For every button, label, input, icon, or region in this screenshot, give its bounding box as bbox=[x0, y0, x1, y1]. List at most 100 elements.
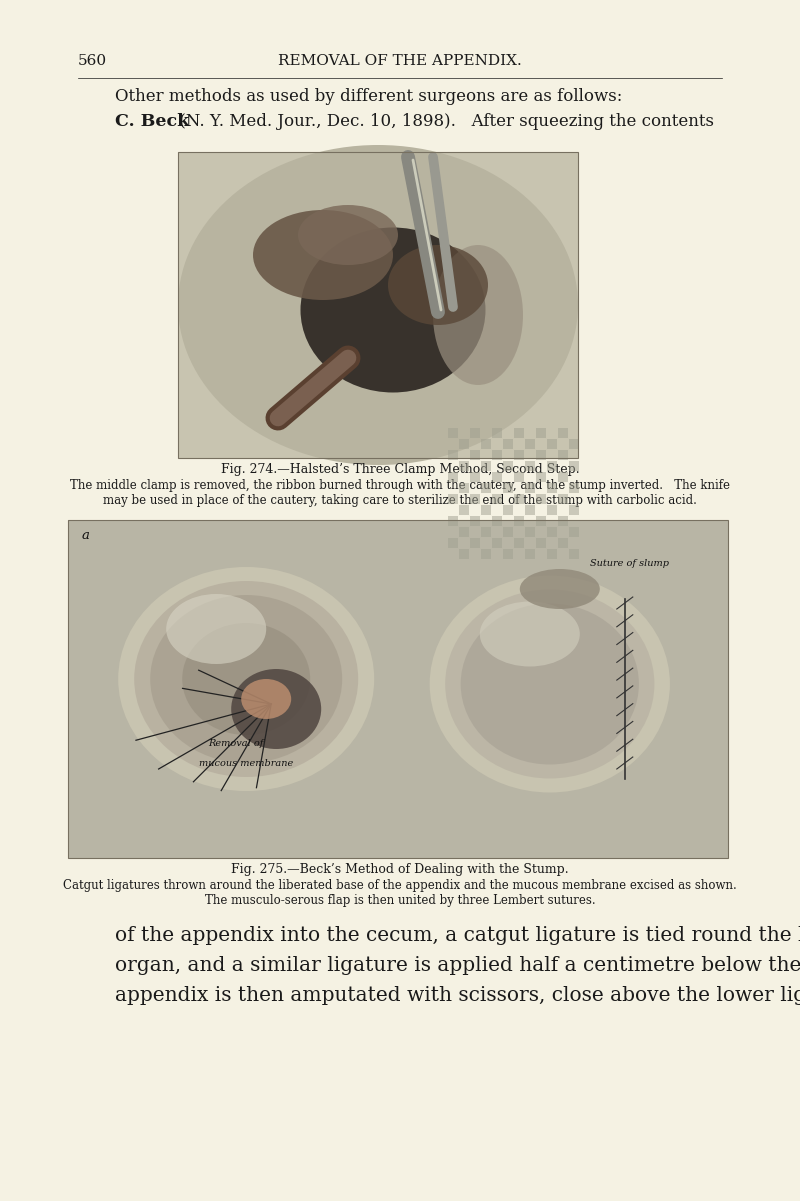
Text: organ, and a similar ligature is applied half a centimetre below the first.   Th: organ, and a similar ligature is applied… bbox=[115, 956, 800, 975]
Bar bbox=[503, 549, 513, 558]
Ellipse shape bbox=[480, 602, 580, 667]
Ellipse shape bbox=[231, 669, 322, 749]
Ellipse shape bbox=[118, 567, 374, 791]
Bar bbox=[448, 450, 458, 460]
Bar bbox=[514, 472, 524, 482]
Bar bbox=[547, 504, 557, 515]
Bar bbox=[503, 504, 513, 515]
Text: Catgut ligatures thrown around the liberated base of the appendix and the mucous: Catgut ligatures thrown around the liber… bbox=[63, 879, 737, 892]
Ellipse shape bbox=[520, 569, 600, 609]
Bar bbox=[525, 504, 535, 515]
Bar bbox=[558, 450, 568, 460]
Bar bbox=[481, 440, 491, 449]
Bar bbox=[514, 450, 524, 460]
Bar bbox=[503, 440, 513, 449]
Text: 560: 560 bbox=[78, 54, 107, 68]
Bar bbox=[525, 461, 535, 471]
Ellipse shape bbox=[298, 205, 398, 265]
Text: Removal of: Removal of bbox=[209, 740, 264, 748]
Bar bbox=[492, 516, 502, 526]
Bar bbox=[470, 450, 480, 460]
Bar bbox=[448, 538, 458, 548]
Ellipse shape bbox=[253, 210, 393, 300]
Bar bbox=[448, 494, 458, 504]
Bar bbox=[503, 483, 513, 492]
Bar bbox=[558, 494, 568, 504]
Bar bbox=[470, 494, 480, 504]
Bar bbox=[448, 428, 458, 438]
Ellipse shape bbox=[150, 594, 342, 763]
Text: mucous membrane: mucous membrane bbox=[199, 759, 294, 769]
Bar bbox=[569, 527, 579, 537]
Bar bbox=[536, 516, 546, 526]
Text: Fig. 275.—Beck’s Method of Dealing with the Stump.: Fig. 275.—Beck’s Method of Dealing with … bbox=[231, 864, 569, 876]
Bar bbox=[178, 153, 578, 458]
Ellipse shape bbox=[301, 227, 486, 393]
Bar bbox=[492, 472, 502, 482]
Bar bbox=[536, 428, 546, 438]
Bar bbox=[448, 472, 458, 482]
Bar bbox=[536, 450, 546, 460]
Text: Suture of slump: Suture of slump bbox=[590, 560, 669, 568]
Bar bbox=[459, 483, 469, 492]
Text: C. Beck: C. Beck bbox=[115, 113, 190, 130]
Bar bbox=[459, 504, 469, 515]
Ellipse shape bbox=[182, 623, 310, 735]
Ellipse shape bbox=[430, 575, 670, 793]
Bar bbox=[536, 472, 546, 482]
Bar bbox=[459, 440, 469, 449]
Bar bbox=[569, 549, 579, 558]
Bar bbox=[503, 527, 513, 537]
Ellipse shape bbox=[461, 603, 639, 765]
Bar bbox=[558, 538, 568, 548]
Text: of the appendix into the cecum, a catgut ligature is tied round the base of the: of the appendix into the cecum, a catgut… bbox=[115, 926, 800, 945]
Ellipse shape bbox=[178, 145, 578, 465]
Bar bbox=[569, 504, 579, 515]
Text: a: a bbox=[82, 528, 90, 542]
Bar bbox=[525, 440, 535, 449]
Ellipse shape bbox=[433, 245, 523, 386]
Bar bbox=[558, 516, 568, 526]
Text: (N. Y. Med. Jour., Dec. 10, 1898).   After squeezing the contents: (N. Y. Med. Jour., Dec. 10, 1898). After… bbox=[174, 113, 714, 130]
Bar bbox=[470, 516, 480, 526]
Text: The musculo-serous flap is then united by three Lembert sutures.: The musculo-serous flap is then united b… bbox=[205, 894, 595, 907]
Bar bbox=[492, 428, 502, 438]
Text: The middle clamp is removed, the ribbon burned through with the cautery, and the: The middle clamp is removed, the ribbon … bbox=[70, 479, 730, 492]
Bar bbox=[514, 516, 524, 526]
Ellipse shape bbox=[242, 679, 291, 719]
Bar bbox=[470, 428, 480, 438]
Bar bbox=[481, 504, 491, 515]
Bar bbox=[547, 440, 557, 449]
Bar bbox=[536, 494, 546, 504]
Bar bbox=[547, 461, 557, 471]
Bar bbox=[514, 538, 524, 548]
Bar bbox=[569, 461, 579, 471]
Bar bbox=[492, 494, 502, 504]
Bar bbox=[178, 153, 578, 458]
Bar bbox=[569, 440, 579, 449]
Text: REMOVAL OF THE APPENDIX.: REMOVAL OF THE APPENDIX. bbox=[278, 54, 522, 68]
Bar bbox=[547, 483, 557, 492]
Text: Fig. 274.—Halsted’s Three Clamp Method, Second Step.: Fig. 274.—Halsted’s Three Clamp Method, … bbox=[221, 464, 579, 476]
Ellipse shape bbox=[445, 590, 654, 778]
Bar bbox=[481, 549, 491, 558]
Bar bbox=[547, 549, 557, 558]
Bar bbox=[525, 483, 535, 492]
Ellipse shape bbox=[166, 594, 266, 664]
Bar bbox=[525, 527, 535, 537]
Ellipse shape bbox=[134, 581, 358, 777]
Ellipse shape bbox=[388, 245, 488, 325]
Text: appendix is then amputated with scissors, close above the lower ligature; the ex: appendix is then amputated with scissors… bbox=[115, 986, 800, 1005]
Bar bbox=[558, 472, 568, 482]
Bar bbox=[459, 461, 469, 471]
Bar bbox=[481, 483, 491, 492]
Bar bbox=[503, 461, 513, 471]
Bar bbox=[525, 549, 535, 558]
Bar bbox=[68, 520, 728, 858]
Bar bbox=[558, 428, 568, 438]
Bar bbox=[448, 516, 458, 526]
Bar bbox=[536, 538, 546, 548]
Bar bbox=[569, 483, 579, 492]
Bar bbox=[470, 538, 480, 548]
Bar bbox=[459, 527, 469, 537]
